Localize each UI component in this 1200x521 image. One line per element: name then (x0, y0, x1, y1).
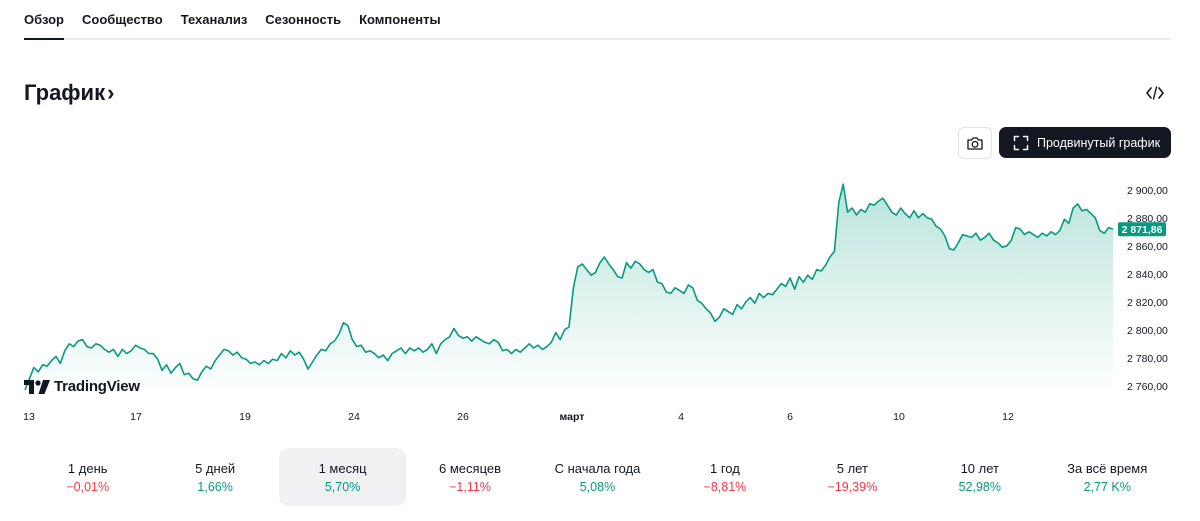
period-change: 5,70% (324, 479, 361, 494)
period-label: 1 год (709, 460, 740, 476)
x-tick-label: 17 (130, 411, 142, 423)
x-tick-label: 26 (457, 411, 469, 423)
period-label: С начала года (554, 460, 641, 476)
x-tick-label: март (560, 411, 585, 423)
y-tick-label: 2 780,00 (1127, 353, 1168, 365)
period-label: 1 месяц (318, 460, 367, 476)
advanced-chart-label: Продвинутый график (1037, 135, 1161, 150)
y-tick-label: 2 820,00 (1127, 297, 1168, 309)
last-value-badge (1118, 222, 1166, 237)
y-tick-label: 2 880,00 (1127, 213, 1168, 225)
tab-technicals[interactable]: Теханализ (180, 11, 248, 27)
price-line (24, 183, 1114, 391)
period-change: −8,81% (703, 479, 747, 494)
tradingview-logo-text: TradingView (54, 378, 140, 395)
period-10y[interactable]: 10 лет 52,98% (916, 448, 1043, 506)
period-change: 2,77 K% (1083, 479, 1131, 494)
y-tick-label: 2 860,00 (1127, 241, 1168, 253)
price-area-fill (25, 184, 1113, 397)
chart-title: График (24, 80, 106, 105)
x-tick-label: 12 (1002, 411, 1014, 423)
period-label: 10 лет (960, 460, 999, 476)
y-tick-label: 2 800,00 (1127, 325, 1168, 337)
period-label: 1 день (67, 460, 108, 476)
period-change: −0,01% (66, 479, 110, 494)
x-tick-label: 19 (239, 411, 251, 423)
period-6m[interactable]: 6 месяцев −1,11% (406, 448, 533, 506)
period-all[interactable]: За всё время 2,77 K% (1044, 448, 1171, 506)
chart-canvas: 2 900,00 2 880,00 2 860,00 2 840,00 2 820,00… (23, 183, 1168, 423)
period-5d[interactable]: 5 дней 1,66% (151, 448, 278, 506)
chevron-right-icon: › (107, 80, 115, 105)
x-tick-label: 13 (23, 411, 35, 423)
period-label: 5 лет (836, 460, 868, 476)
code-embed-icon[interactable] (1140, 80, 1170, 106)
period-ytd[interactable]: С начала года 5,08% (534, 448, 661, 506)
y-tick-label: 2 840,00 (1127, 269, 1168, 281)
snapshot-button[interactable] (958, 127, 992, 159)
last-value-label: 2 871,86 (1122, 224, 1163, 236)
y-tick-label: 2 760,00 (1127, 381, 1168, 393)
tab-bar: Обзор Сообщество Теханализ Сезонность Ко… (24, 0, 1171, 40)
period-change: −1,11% (449, 479, 491, 494)
period-5y[interactable]: 5 лет −19,39% (789, 448, 916, 506)
advanced-chart-button[interactable]: Продвинутый график (999, 127, 1171, 158)
period-change: 1,66% (197, 479, 233, 494)
tab-components[interactable]: Компоненты (359, 11, 441, 27)
period-selector: 1 день −0,01% 5 дней 1,66% 1 месяц 5,70%… (24, 448, 1171, 506)
y-tick-label: 2 900,00 (1127, 185, 1168, 197)
tradingview-logo-icon (24, 379, 50, 394)
camera-icon (967, 137, 983, 150)
period-1y[interactable]: 1 год −8,81% (661, 448, 788, 506)
period-label: За всё время (1067, 460, 1148, 476)
fullscreen-icon (1013, 135, 1029, 150)
price-chart[interactable]: 2 900,00 2 880,00 2 860,00 2 840,00 2 820,00… (0, 165, 1200, 430)
x-tick-label: 10 (893, 411, 905, 423)
tradingview-logo[interactable]: TradingView (24, 378, 140, 395)
tab-seasonality[interactable]: Сезонность (265, 11, 342, 27)
period-label: 6 месяцев (439, 460, 502, 476)
period-change: 5,08% (579, 479, 616, 494)
period-change: 52,98% (958, 479, 1001, 494)
period-1d[interactable]: 1 день −0,01% (24, 448, 151, 506)
x-tick-label: 24 (348, 411, 360, 423)
x-tick-label: 4 (678, 411, 684, 423)
period-1m[interactable]: 1 месяц 5,70% (278, 448, 407, 506)
period-change: −19,39% (827, 479, 878, 494)
tab-overview[interactable]: Обзор (24, 0, 64, 40)
chart-title-link[interactable]: График › (24, 80, 114, 106)
tab-community[interactable]: Сообщество (82, 11, 163, 27)
period-label: 5 дней (195, 460, 236, 476)
x-tick-label: 6 (787, 411, 793, 423)
